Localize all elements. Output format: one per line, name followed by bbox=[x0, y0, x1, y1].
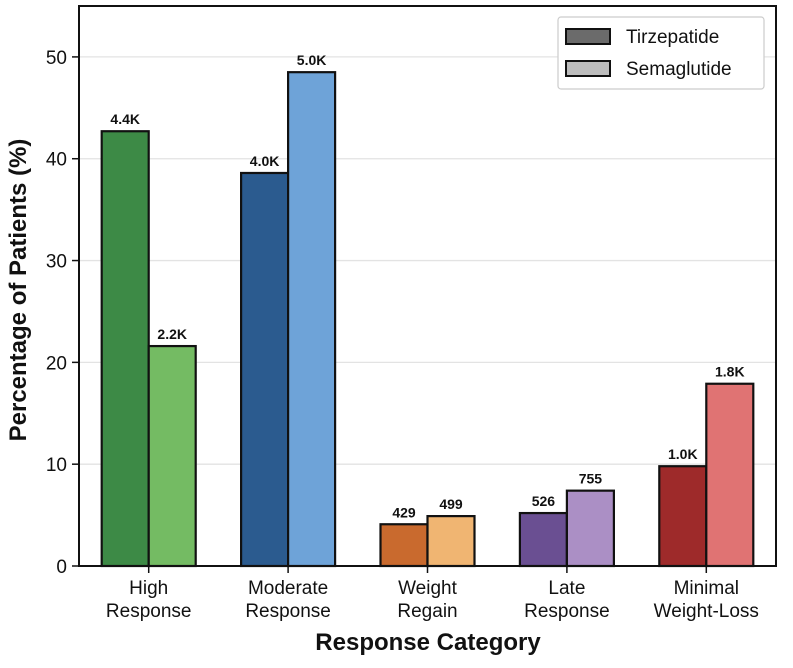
bar-semaglutide-4 bbox=[705, 382, 755, 568]
x-tick-label: Regain bbox=[397, 601, 457, 622]
x-tick-label: Moderate bbox=[248, 578, 328, 599]
legend-swatch-semaglutide bbox=[565, 60, 611, 77]
x-axis: HighResponseModerateResponseWeightRegain… bbox=[106, 566, 759, 622]
bars bbox=[100, 71, 755, 568]
y-axis: 0 10 20 30 40 50 bbox=[46, 48, 79, 578]
legend-label-tirzepatide: Tirzepatide bbox=[626, 27, 719, 48]
bar-tirzepatide-4 bbox=[658, 465, 708, 568]
data-label: 755 bbox=[579, 471, 603, 487]
data-label: 499 bbox=[439, 496, 463, 512]
bar-tirzepatide-2 bbox=[379, 523, 429, 568]
data-label: 5.0K bbox=[297, 52, 327, 68]
x-axis-title: Response Category bbox=[315, 629, 541, 656]
y-tick-label: 40 bbox=[46, 150, 67, 171]
legend-label-semaglutide: Semaglutide bbox=[626, 59, 732, 80]
y-tick-label: 30 bbox=[46, 252, 67, 273]
y-tick-label: 20 bbox=[46, 353, 67, 374]
x-tick-label: Minimal bbox=[674, 578, 739, 599]
y-tick-label: 50 bbox=[46, 48, 67, 69]
data-label: 2.2K bbox=[157, 326, 187, 342]
legend: Tirzepatide Semaglutide bbox=[557, 16, 765, 90]
legend-swatch-tirzepatide bbox=[565, 28, 611, 45]
data-label: 4.4K bbox=[110, 111, 140, 127]
data-labels: 4.4K 2.2K 4.0K 5.0K 429 499 526 755 1.0K 1.8K bbox=[110, 52, 744, 520]
x-tick-label: Weight bbox=[398, 578, 458, 599]
data-label: 1.0K bbox=[668, 446, 698, 462]
x-tick-label: Weight-Loss bbox=[654, 601, 759, 622]
bar-tirzepatide-1 bbox=[240, 171, 290, 568]
bar-semaglutide-2 bbox=[426, 515, 476, 568]
bar-semaglutide-1 bbox=[287, 71, 337, 568]
bar-semaglutide-0 bbox=[147, 344, 197, 568]
x-tick-label: High bbox=[129, 578, 168, 599]
bar-semaglutide-3 bbox=[565, 489, 616, 568]
y-tick-label: 10 bbox=[46, 455, 67, 476]
x-tick-label: Response bbox=[106, 601, 192, 622]
x-tick-label: Response bbox=[245, 601, 331, 622]
y-axis-title: Percentage of Patients (%) bbox=[5, 139, 32, 442]
data-label: 1.8K bbox=[715, 364, 745, 380]
data-label: 4.0K bbox=[250, 153, 280, 169]
bar-tirzepatide-0 bbox=[100, 130, 150, 568]
x-tick-label: Response bbox=[524, 601, 610, 622]
bar-tirzepatide-3 bbox=[518, 511, 569, 568]
data-label: 429 bbox=[392, 504, 416, 520]
y-tick-label: 0 bbox=[56, 557, 67, 578]
data-label: 526 bbox=[532, 493, 556, 509]
x-tick-label: Late bbox=[548, 578, 585, 599]
